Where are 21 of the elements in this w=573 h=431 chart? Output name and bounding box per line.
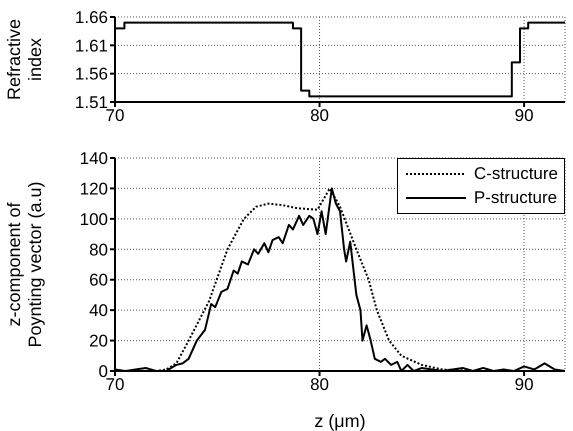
legend-label: P-structure [474,188,558,208]
y-axis-title: z-component of Poynting vector (a.u) [4,181,45,348]
x-tick-label: 80 [310,375,330,394]
y-axis-title: Refractive index [4,18,45,100]
x-tick-label: 70 [106,106,124,126]
x-tick-label: 80 [310,106,330,126]
y-tick-label: 20 [89,332,108,351]
x-axis-title: z (μm) [314,411,366,431]
legend-label: C-structure [474,164,558,184]
y-tick-label: 140 [80,149,108,168]
y-tick-label: 120 [80,179,108,198]
x-tick-label: 70 [106,375,124,394]
y-tick-label: 100 [80,210,108,229]
y-tick-label: 80 [89,240,108,260]
y-tick-label: 1.61 [74,36,108,56]
y-tick-label: 40 [89,301,108,320]
y-tick-label: 1.56 [74,64,108,84]
x-tick-label: 90 [514,106,534,126]
y-tick-label: 60 [89,270,108,290]
y-tick-label: 1.66 [74,8,108,28]
x-tick-label: 90 [514,375,534,394]
